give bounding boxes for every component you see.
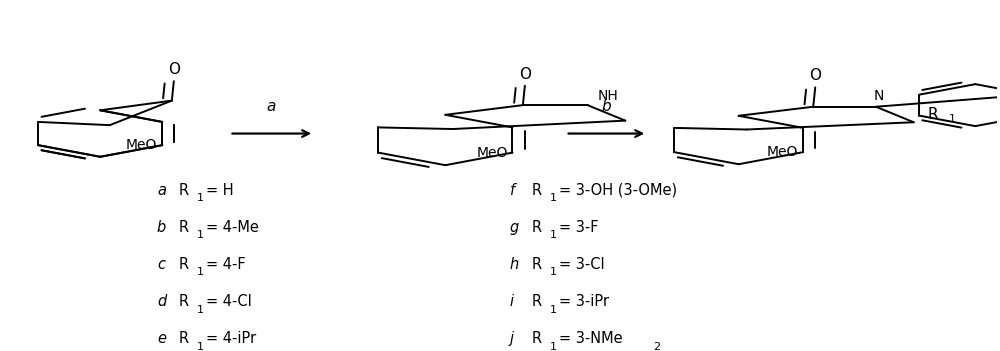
Text: O: O xyxy=(168,62,180,77)
Text: = 3-F: = 3-F xyxy=(559,220,598,235)
Text: h: h xyxy=(510,257,519,272)
Text: = 3-iPr: = 3-iPr xyxy=(559,294,609,309)
Text: b: b xyxy=(157,220,166,235)
Text: 1: 1 xyxy=(550,342,557,351)
Text: b: b xyxy=(602,99,611,114)
Text: = 4-F: = 4-F xyxy=(206,257,245,272)
Text: N: N xyxy=(874,89,884,103)
Text: j: j xyxy=(510,331,514,346)
Text: R: R xyxy=(532,183,542,198)
Text: 1: 1 xyxy=(550,305,557,314)
Text: = 3-NMe: = 3-NMe xyxy=(559,331,622,346)
Text: MeO: MeO xyxy=(476,146,508,160)
Text: 1: 1 xyxy=(197,193,204,203)
Text: R: R xyxy=(532,257,542,272)
Text: R: R xyxy=(179,183,189,198)
Text: R: R xyxy=(532,220,542,235)
Text: 1: 1 xyxy=(550,267,557,277)
Text: R: R xyxy=(179,257,189,272)
Text: = 3-OH (3-OMe): = 3-OH (3-OMe) xyxy=(559,183,677,198)
Text: 1: 1 xyxy=(197,267,204,277)
Text: g: g xyxy=(510,220,519,235)
Text: 1: 1 xyxy=(197,305,204,314)
Text: = H: = H xyxy=(206,183,233,198)
Text: c: c xyxy=(157,257,165,272)
Text: R: R xyxy=(179,294,189,309)
Text: R: R xyxy=(532,331,542,346)
Text: R: R xyxy=(179,220,189,235)
Text: f: f xyxy=(510,183,515,198)
Text: O: O xyxy=(809,68,821,84)
Text: 1: 1 xyxy=(197,342,204,351)
Text: MeO: MeO xyxy=(767,145,798,159)
Text: 1: 1 xyxy=(550,193,557,203)
Text: = 3-Cl: = 3-Cl xyxy=(559,257,604,272)
Text: O: O xyxy=(519,67,531,82)
Text: = 4-Me: = 4-Me xyxy=(206,220,259,235)
Text: a: a xyxy=(267,99,276,114)
Text: 1: 1 xyxy=(197,230,204,240)
Text: d: d xyxy=(157,294,166,309)
Text: = 4-iPr: = 4-iPr xyxy=(206,331,256,346)
Text: = 4-Cl: = 4-Cl xyxy=(206,294,251,309)
Text: MeO: MeO xyxy=(126,138,157,152)
Text: i: i xyxy=(510,294,514,309)
Text: 1: 1 xyxy=(949,114,956,125)
Text: a: a xyxy=(157,183,166,198)
Text: NH: NH xyxy=(597,88,618,102)
Text: 2: 2 xyxy=(653,342,660,351)
Text: 1: 1 xyxy=(550,230,557,240)
Text: R: R xyxy=(532,294,542,309)
Text: e: e xyxy=(157,331,166,346)
Text: R: R xyxy=(179,331,189,346)
Text: R: R xyxy=(927,106,938,121)
